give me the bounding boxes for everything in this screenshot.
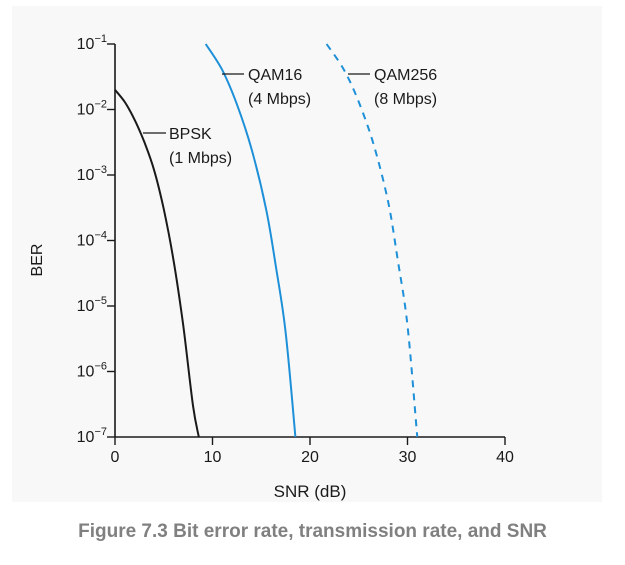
series-qam16-rate-label: (4 Mbps): [248, 91, 311, 108]
y-tick-label: 10−2: [77, 99, 107, 119]
axes: 0 10 20 30 40 10−1 10−2 10−3 10−4 10−5 10−6 10−7: [77, 33, 514, 466]
y-axis-label: BER: [29, 244, 46, 277]
series-labels: BPSK (1 Mbps) QAM16 (4 Mbps) QAM256 (8 Mbps): [143, 67, 437, 167]
series-bpsk-rate-label: (1 Mbps): [169, 150, 232, 167]
x-tick-label: 20: [301, 449, 319, 466]
x-tick-label: 30: [399, 449, 417, 466]
figure-caption: Figure 7.3 Bit error rate, transmission …: [78, 521, 547, 542]
y-tick-label: 10−1: [77, 33, 107, 53]
x-tick-label: 0: [111, 449, 120, 466]
y-tick-label: 10−3: [77, 164, 107, 184]
series-qam16-line: [204, 43, 297, 438]
y-tick-label: 10−5: [77, 295, 107, 315]
x-tick-label: 10: [204, 449, 222, 466]
series-qam256-label: QAM256: [374, 67, 437, 84]
series-bpsk-line: [114, 89, 200, 438]
x-axis-label: SNR (dB): [274, 482, 347, 501]
series-qam16-label: QAM16: [248, 67, 302, 84]
y-tick-label: 10−6: [77, 361, 107, 381]
series-bpsk-label: BPSK: [169, 126, 212, 143]
series-qam256-rate-label: (8 Mbps): [374, 91, 437, 108]
y-tick-label: 10−7: [77, 426, 107, 446]
series-layer: [114, 43, 419, 438]
y-tick-label: 10−4: [77, 230, 107, 250]
ber-vs-snr-chart: 0 10 20 30 40 10−1 10−2 10−3 10−4 10−5 10−6 10−7 BP…: [29, 33, 514, 501]
x-tick-label: 40: [496, 449, 514, 466]
figure-panel: [12, 6, 602, 502]
